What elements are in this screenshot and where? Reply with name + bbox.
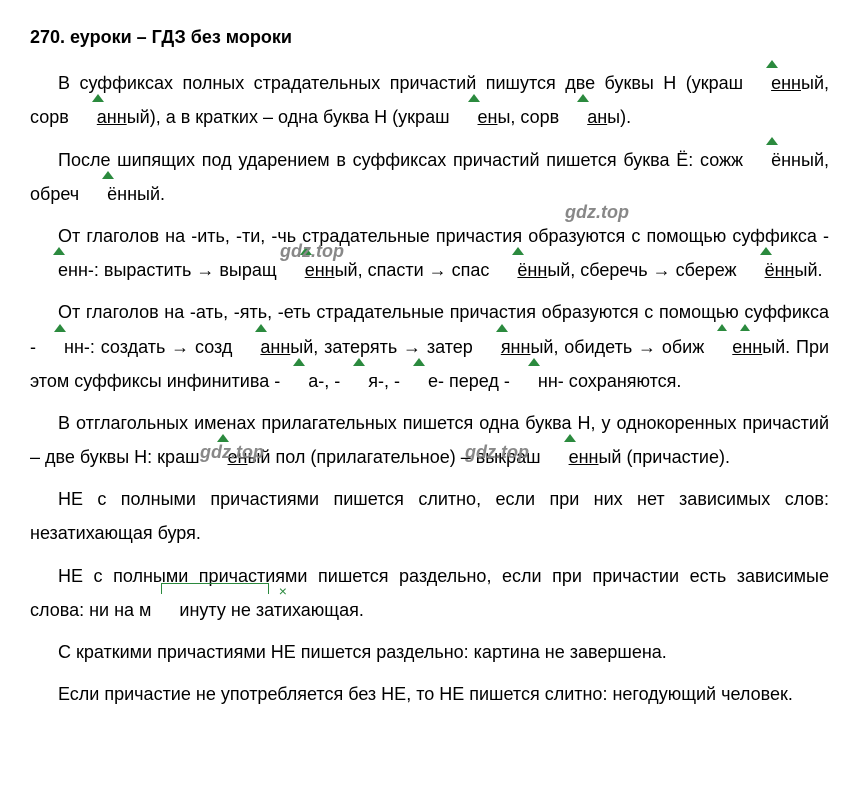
- suffix-nn: енн: [743, 66, 801, 100]
- paragraph-4: От глаголов на -ать, -ять, -еть страдате…: [30, 295, 829, 398]
- suffix-nn: нн: [36, 330, 84, 364]
- text: ый, обидеть → обиж: [530, 337, 704, 357]
- text: -, -: [318, 371, 340, 391]
- suffix-yann: янн: [473, 330, 531, 364]
- text: - перед -: [438, 371, 510, 391]
- suffix-enn: ённ: [737, 253, 795, 287]
- paragraph-7: НЕ с полными причастиями пишется раздель…: [30, 559, 829, 627]
- text: ы).: [607, 107, 631, 127]
- suffix-n: ан: [559, 100, 607, 134]
- text: ы, сорв: [497, 107, 559, 127]
- suffix-en: ен: [200, 440, 248, 474]
- suffix-e: е: [400, 364, 438, 398]
- text: ый.: [795, 260, 823, 280]
- text: -, -: [378, 371, 400, 391]
- paragraph-6: НЕ с полными причастиями пишется слитно,…: [30, 482, 829, 550]
- text: -: вырастить → выращ: [88, 260, 277, 280]
- text: ый пол (прилагательное) – выкраш: [247, 447, 540, 467]
- paragraph-3: От глаголов на -ить, -ти, -чь страдатель…: [30, 219, 829, 287]
- suffix-n: ен: [450, 100, 498, 134]
- text: НЕ с полными причастиями пишется раздель…: [30, 566, 829, 620]
- paragraph-5: В отглагольных именах прилагательных пиш…: [30, 406, 829, 474]
- suffix-enn: енн: [541, 440, 599, 474]
- suffix-ya: я: [340, 364, 378, 398]
- text: ый.: [137, 184, 165, 204]
- paragraph-1: В суффиксах полных страдательных причаст…: [30, 66, 829, 134]
- suffix-nn: нн: [510, 364, 558, 398]
- paragraph-9: Если причастие не употребляется без НЕ, …: [30, 677, 829, 711]
- dependency-mark: и: [151, 593, 189, 627]
- suffix-enn: енн: [30, 253, 88, 287]
- paragraph-8: С краткими причастиями НЕ пишется раздел…: [30, 635, 829, 669]
- text: -: создать → созд: [84, 337, 232, 357]
- suffix-enn: ённ: [743, 143, 801, 177]
- text: В суффиксах полных страдательных причаст…: [58, 73, 743, 93]
- suffix-nn: анн: [69, 100, 127, 134]
- text: ый), а в кратких – одна буква Н (украш: [127, 107, 450, 127]
- suffix-enn: ённ: [489, 253, 547, 287]
- text: От глаголов на -ить, -ти, -чь страдатель…: [58, 226, 829, 246]
- text: ый, спасти → спас: [335, 260, 490, 280]
- suffix-enn: ённ: [79, 177, 137, 211]
- text: ый, затерять → затер: [290, 337, 473, 357]
- suffix-enn: енн: [704, 330, 762, 364]
- suffix-enn: енн: [277, 253, 335, 287]
- text: тихающая.: [274, 600, 364, 620]
- suffix-ann: анн: [232, 330, 290, 364]
- text: ый (причастие).: [598, 447, 730, 467]
- paragraph-2: После шипящих под ударением в суффиксах …: [30, 143, 829, 211]
- text: ый, сберечь → сбереж: [547, 260, 736, 280]
- text: После шипящих под ударением в суффиксах …: [58, 150, 743, 170]
- exercise-title: 270. еуроки – ГДЗ без мороки: [30, 20, 829, 54]
- text: - сохраняются.: [558, 371, 682, 391]
- suffix-a: а: [280, 364, 318, 398]
- x-mark: а: [264, 600, 274, 620]
